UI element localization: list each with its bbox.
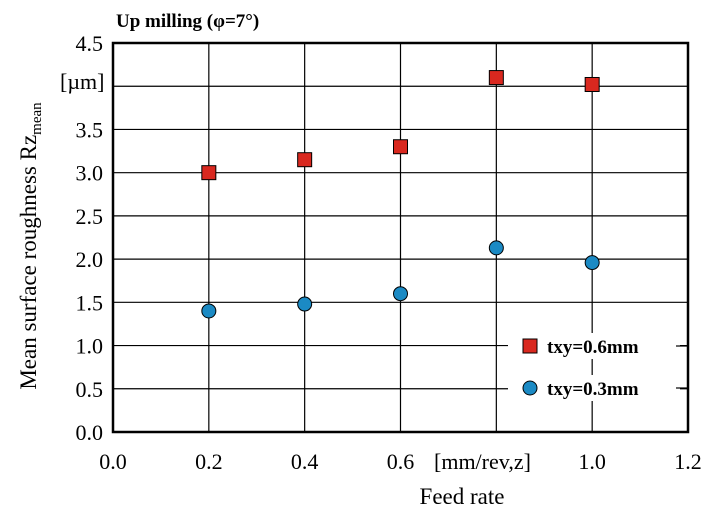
y-tick-label: 4.5 — [76, 31, 104, 56]
data-point-square — [297, 152, 313, 168]
legend: txy=0.6mm txy=0.3mm — [508, 333, 688, 401]
x-axis-ticks: 0.0 0.2 0.4 0.6 1.0 1.2 — [99, 449, 702, 474]
legend-marker-circle — [522, 380, 538, 396]
x-tick-label: 1.0 — [578, 449, 606, 474]
data-series — [201, 70, 600, 319]
x-tick-label: 0.4 — [291, 449, 319, 474]
data-point-square — [201, 165, 217, 181]
series-0 — [201, 70, 600, 181]
y-axis-title: Mean surface roughness Rz — [16, 135, 41, 390]
data-point-circle — [584, 255, 600, 271]
x-tick-label: 0.0 — [99, 449, 127, 474]
legend-label: txy=0.6mm — [547, 337, 639, 358]
y-tick-label: 1.0 — [76, 334, 104, 359]
y-tick-label: 2.5 — [76, 204, 104, 229]
y-axis-ticks: 0.0 0.5 1.0 1.5 2.0 2.5 3.0 3.5 4.5 — [76, 31, 104, 445]
y-tick-label: 1.5 — [76, 290, 104, 315]
series-1 — [201, 240, 600, 319]
y-tick-label: 0.0 — [76, 420, 104, 445]
data-point-square — [393, 139, 408, 155]
x-tick-label: 1.2 — [674, 449, 702, 474]
x-axis-title: Feed rate — [420, 484, 505, 509]
y-axis-unit: [µm] — [60, 69, 104, 94]
data-point-circle — [201, 303, 217, 319]
legend-label: txy=0.3mm — [547, 379, 639, 400]
data-point-circle — [297, 296, 313, 312]
y-tick-label: 2.0 — [76, 247, 104, 272]
legend-marker-square — [522, 338, 538, 354]
plot-frame — [111, 41, 690, 434]
y-axis-title-subscript: mean — [29, 102, 45, 135]
data-point-square — [488, 70, 504, 86]
y-tick-label: 3.5 — [76, 117, 104, 142]
data-point-square — [584, 76, 600, 92]
y-tick-label: 0.5 — [76, 377, 104, 402]
y-axis-title-group: Mean surface roughness Rzmean — [16, 102, 45, 390]
chart-title: Up milling (φ=7°) — [116, 11, 259, 32]
x-axis-unit: [mm/rev,z] — [434, 449, 531, 474]
data-point-circle — [393, 286, 408, 302]
x-tick-label: 0.6 — [387, 449, 415, 474]
y-tick-label: 3.0 — [76, 161, 104, 186]
data-point-circle — [488, 240, 504, 256]
grid-lines — [113, 43, 688, 432]
x-tick-label: 0.2 — [195, 449, 223, 474]
svg-text:Mean surface roughness Rzmean: Mean surface roughness Rzmean — [16, 102, 45, 390]
